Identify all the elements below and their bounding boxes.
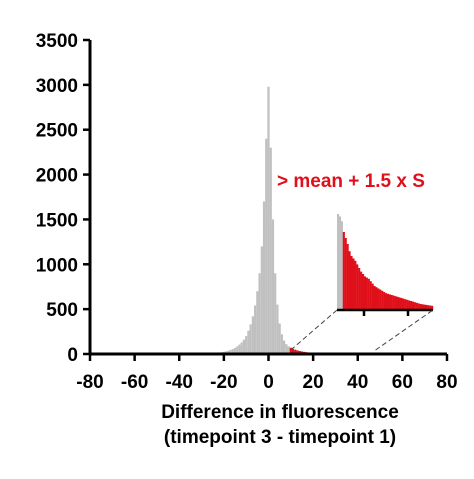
histogram-bar	[258, 273, 260, 354]
inset-bar	[354, 261, 356, 310]
histogram-bar	[247, 331, 249, 354]
histogram-bar	[281, 334, 283, 354]
x-tick-label: -20	[210, 372, 237, 393]
inset-bar	[398, 297, 400, 310]
inset-connector-line	[376, 310, 433, 350]
inset-bar	[360, 272, 362, 310]
inset-bar	[385, 293, 387, 310]
x-axis-label: Difference in fluorescence	[161, 402, 399, 423]
histogram-bar	[272, 219, 274, 354]
inset-bar	[381, 291, 383, 310]
inset-zoom	[291, 214, 433, 350]
inset-bar	[358, 268, 360, 310]
inset-bar	[352, 258, 354, 310]
inset-bar	[364, 276, 366, 310]
y-tick-label: 3500	[36, 31, 78, 52]
histogram-bar	[252, 316, 254, 354]
inset-bar	[379, 290, 381, 310]
inset-bar	[373, 286, 375, 310]
y-tick-label: 1000	[36, 255, 78, 276]
inset-bar	[341, 221, 343, 310]
inset-bar	[377, 288, 379, 310]
inset-bar	[375, 287, 377, 310]
inset-bar	[404, 299, 406, 310]
histogram-bar	[245, 336, 247, 354]
histogram-bar	[267, 87, 269, 354]
inset-bar	[362, 274, 364, 310]
inset-bar	[366, 278, 368, 310]
histogram-bar	[261, 246, 263, 354]
inset-bar	[412, 302, 414, 310]
histogram-bar	[270, 148, 272, 354]
inset-bar	[400, 298, 402, 310]
inset-bar	[349, 251, 351, 310]
inset-bar	[391, 295, 393, 310]
inset-bar	[406, 300, 408, 310]
x-tick-label: 20	[303, 372, 324, 393]
inset-bar	[372, 284, 374, 310]
histogram-bar	[274, 273, 276, 354]
histogram-bars	[200, 87, 347, 354]
histogram-bar	[283, 341, 285, 354]
y-tick-label: 3000	[36, 76, 78, 97]
inset-bar	[395, 296, 397, 310]
inset-connector-line	[291, 310, 337, 350]
inset-bar	[345, 238, 347, 310]
y-tick-label: 2500	[36, 121, 78, 142]
histogram-bar	[276, 305, 278, 354]
inset-bar	[408, 300, 410, 310]
x-tick-label: -60	[121, 372, 148, 393]
inset-bar	[402, 299, 404, 310]
inset-bar	[356, 264, 358, 310]
inset-bar	[370, 281, 372, 310]
histogram-bar	[241, 342, 243, 354]
y-tick-label: 2000	[36, 166, 78, 187]
inset-bar	[397, 297, 399, 310]
histogram-bar	[243, 340, 245, 354]
inset-bar	[383, 292, 385, 310]
x-tick-label: 40	[347, 372, 368, 393]
histogram-bar	[263, 201, 265, 354]
x-tick-label: 60	[392, 372, 413, 393]
inset-bar	[389, 294, 391, 310]
x-tick-label: -40	[166, 372, 193, 393]
inset-bar	[343, 232, 345, 310]
inset-bar	[387, 294, 389, 310]
y-tick-label: 500	[46, 300, 78, 321]
threshold-annotation: > mean + 1.5 x S	[277, 171, 425, 192]
histogram-bar	[254, 306, 256, 354]
histogram-bar	[250, 324, 252, 354]
inset-bar	[410, 301, 412, 310]
inset-bar	[337, 214, 339, 310]
inset-bar	[339, 216, 341, 310]
histogram-bar	[279, 323, 281, 354]
x-tick-label: 0	[263, 372, 274, 393]
y-tick-label: 1500	[36, 210, 78, 231]
histogram-bar	[256, 291, 258, 354]
x-axis-label-line2: (timepoint 3 - timepoint 1)	[164, 427, 396, 448]
inset-bar	[368, 279, 370, 310]
inset-bar	[393, 296, 395, 310]
inset-bar	[350, 256, 352, 310]
inset-bar	[347, 244, 349, 310]
y-tick-label: 0	[67, 345, 78, 366]
x-tick-label: -80	[76, 372, 103, 393]
x-tick-label: 80	[436, 372, 457, 393]
histogram-bar	[265, 139, 267, 354]
